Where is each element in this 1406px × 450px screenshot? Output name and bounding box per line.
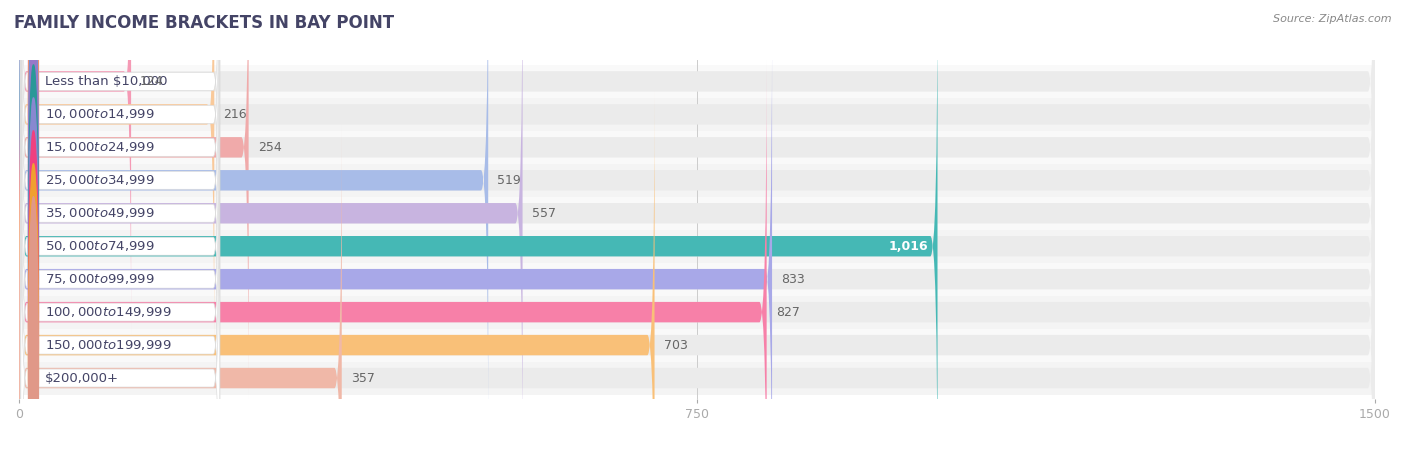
Text: $25,000 to $34,999: $25,000 to $34,999 bbox=[45, 173, 155, 187]
Text: Source: ZipAtlas.com: Source: ZipAtlas.com bbox=[1274, 14, 1392, 23]
FancyBboxPatch shape bbox=[20, 0, 1375, 335]
Circle shape bbox=[28, 197, 38, 450]
FancyBboxPatch shape bbox=[20, 58, 766, 450]
Text: 357: 357 bbox=[350, 372, 374, 385]
Text: $50,000 to $74,999: $50,000 to $74,999 bbox=[45, 239, 155, 253]
Circle shape bbox=[28, 65, 38, 428]
Circle shape bbox=[28, 0, 38, 328]
FancyBboxPatch shape bbox=[20, 125, 1375, 450]
Circle shape bbox=[28, 32, 38, 395]
Text: 519: 519 bbox=[498, 174, 522, 187]
Text: 703: 703 bbox=[664, 338, 688, 351]
Text: 827: 827 bbox=[776, 306, 800, 319]
FancyBboxPatch shape bbox=[20, 296, 1375, 328]
FancyBboxPatch shape bbox=[20, 328, 1375, 361]
FancyBboxPatch shape bbox=[20, 0, 1375, 434]
FancyBboxPatch shape bbox=[21, 58, 219, 450]
Text: $200,000+: $200,000+ bbox=[45, 372, 120, 385]
FancyBboxPatch shape bbox=[20, 98, 1375, 131]
FancyBboxPatch shape bbox=[20, 263, 1375, 296]
FancyBboxPatch shape bbox=[21, 24, 219, 450]
FancyBboxPatch shape bbox=[21, 0, 219, 336]
Text: Less than $10,000: Less than $10,000 bbox=[45, 75, 167, 88]
FancyBboxPatch shape bbox=[21, 0, 219, 435]
Circle shape bbox=[28, 0, 38, 263]
Circle shape bbox=[28, 131, 38, 450]
Text: FAMILY INCOME BRACKETS IN BAY POINT: FAMILY INCOME BRACKETS IN BAY POINT bbox=[14, 14, 394, 32]
FancyBboxPatch shape bbox=[20, 0, 249, 401]
FancyBboxPatch shape bbox=[20, 0, 1375, 450]
Text: 833: 833 bbox=[782, 273, 804, 286]
FancyBboxPatch shape bbox=[20, 92, 655, 450]
FancyBboxPatch shape bbox=[21, 0, 219, 402]
Text: $35,000 to $49,999: $35,000 to $49,999 bbox=[45, 206, 155, 220]
FancyBboxPatch shape bbox=[20, 65, 1375, 98]
Circle shape bbox=[28, 164, 38, 450]
FancyBboxPatch shape bbox=[20, 0, 1375, 450]
FancyBboxPatch shape bbox=[21, 156, 219, 450]
FancyBboxPatch shape bbox=[20, 131, 1375, 164]
FancyBboxPatch shape bbox=[21, 0, 219, 303]
FancyBboxPatch shape bbox=[20, 92, 1375, 450]
FancyBboxPatch shape bbox=[20, 361, 1375, 395]
Text: 124: 124 bbox=[141, 75, 163, 88]
FancyBboxPatch shape bbox=[20, 58, 1375, 450]
FancyBboxPatch shape bbox=[20, 0, 214, 368]
FancyBboxPatch shape bbox=[20, 230, 1375, 263]
Text: 254: 254 bbox=[257, 141, 281, 154]
Circle shape bbox=[28, 98, 38, 450]
Text: 216: 216 bbox=[224, 108, 247, 121]
FancyBboxPatch shape bbox=[20, 0, 1375, 368]
FancyBboxPatch shape bbox=[21, 0, 219, 369]
Circle shape bbox=[28, 0, 38, 296]
FancyBboxPatch shape bbox=[20, 26, 772, 450]
Text: $100,000 to $149,999: $100,000 to $149,999 bbox=[45, 305, 172, 319]
FancyBboxPatch shape bbox=[20, 197, 1375, 230]
Text: $10,000 to $14,999: $10,000 to $14,999 bbox=[45, 108, 155, 122]
FancyBboxPatch shape bbox=[21, 90, 219, 450]
Circle shape bbox=[28, 0, 38, 361]
FancyBboxPatch shape bbox=[20, 0, 938, 450]
FancyBboxPatch shape bbox=[20, 164, 1375, 197]
FancyBboxPatch shape bbox=[20, 0, 488, 434]
Text: $15,000 to $24,999: $15,000 to $24,999 bbox=[45, 140, 155, 154]
Text: $75,000 to $99,999: $75,000 to $99,999 bbox=[45, 272, 155, 286]
FancyBboxPatch shape bbox=[20, 0, 131, 335]
Text: 557: 557 bbox=[531, 207, 555, 220]
FancyBboxPatch shape bbox=[20, 0, 523, 450]
FancyBboxPatch shape bbox=[20, 26, 1375, 450]
FancyBboxPatch shape bbox=[20, 0, 1375, 401]
Text: 1,016: 1,016 bbox=[889, 240, 928, 253]
FancyBboxPatch shape bbox=[20, 125, 342, 450]
Text: $150,000 to $199,999: $150,000 to $199,999 bbox=[45, 338, 172, 352]
FancyBboxPatch shape bbox=[21, 123, 219, 450]
